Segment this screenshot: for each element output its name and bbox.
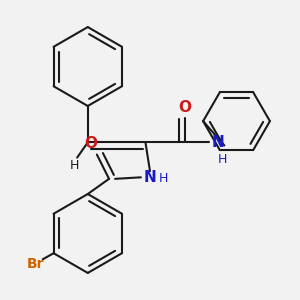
Text: H: H bbox=[218, 153, 227, 166]
Text: N: N bbox=[212, 135, 225, 150]
Text: H: H bbox=[159, 172, 168, 185]
Text: O: O bbox=[178, 100, 191, 115]
Text: O: O bbox=[84, 136, 97, 152]
Text: N: N bbox=[144, 170, 156, 185]
Text: H: H bbox=[69, 159, 79, 172]
Text: Br: Br bbox=[26, 257, 44, 271]
